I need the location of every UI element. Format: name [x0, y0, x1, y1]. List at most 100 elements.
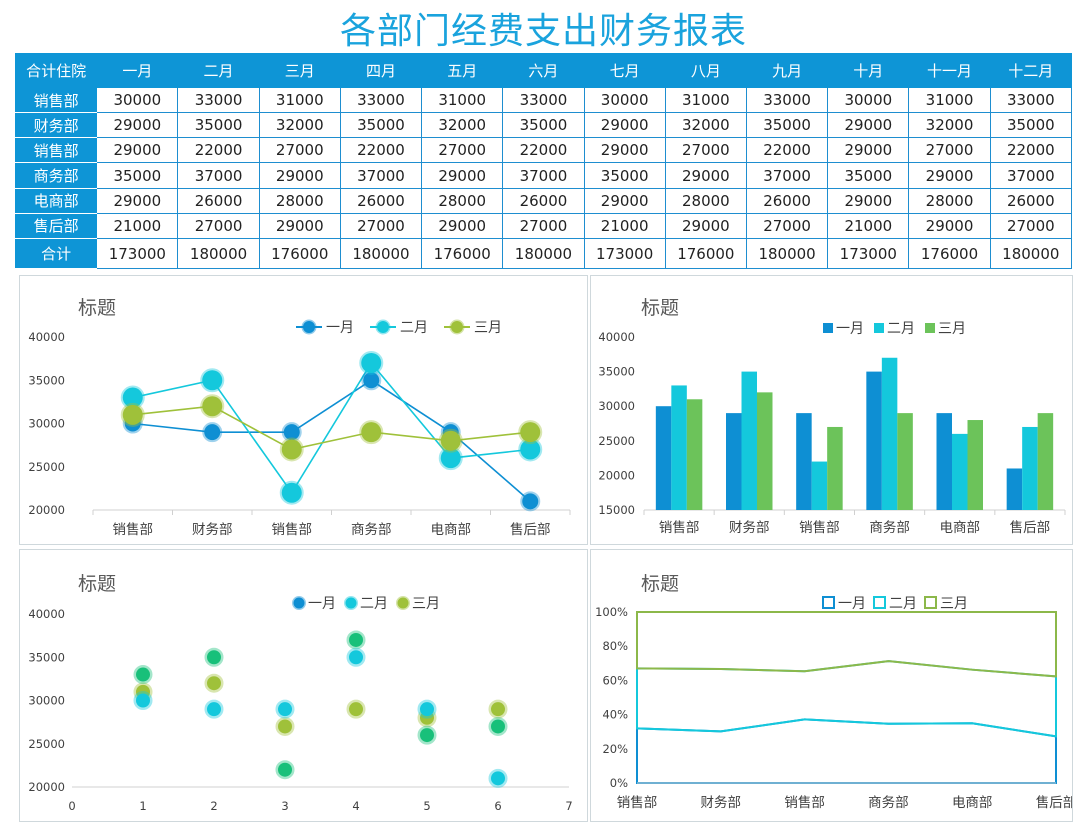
- month-header: 三月: [258, 53, 341, 88]
- x-tick-label: 6: [494, 799, 501, 813]
- month-header: 七月: [583, 53, 666, 88]
- legend-marker: [292, 596, 306, 610]
- x-category-label: 售后部: [510, 522, 551, 538]
- value-cell: 32000: [908, 112, 991, 139]
- x-tick-label: 5: [423, 799, 430, 813]
- expense-data-table: 合计住院 一月 二月 三月 四月 五月 六月 七月 八月 九月 十月 十一月 十二月 销售部 30000 3…: [14, 53, 1073, 269]
- value-cell: 27000: [745, 212, 829, 240]
- x-tick-label: 0: [68, 799, 75, 813]
- value-cell: 22000: [177, 137, 260, 164]
- y-tick-label: 30000: [598, 399, 635, 413]
- table-row: 电商部 29000 26000 28000 26000 28000 26000 29000 28…: [14, 187, 1073, 214]
- value-cell: 35000: [583, 162, 666, 189]
- series-line: [132, 405, 531, 451]
- value-cell: 33000: [339, 86, 423, 114]
- value-cell: 37000: [745, 162, 829, 189]
- bar: [1006, 468, 1023, 510]
- chart-title: 标题: [641, 573, 679, 595]
- value-cell: 35000: [745, 112, 829, 139]
- data-point: [488, 768, 508, 788]
- value-cell: 29000: [583, 187, 666, 214]
- data-point: [518, 420, 543, 445]
- value-cell: 33000: [177, 86, 260, 114]
- x-category-label: 销售部: [799, 520, 840, 536]
- legend-label: 二月: [889, 596, 917, 612]
- data-point: [346, 699, 366, 719]
- y-tick-label: 35000: [28, 373, 65, 387]
- dept-cell: 电商部: [14, 187, 98, 214]
- scatter-chart: 标题 20000 25000 30000 35000 40000 0 1 2 3 4 5 6 7 一月 二月 三…: [28, 573, 572, 813]
- bar: [967, 420, 983, 510]
- value-cell: 22000: [502, 137, 585, 164]
- value-cell: 22000: [745, 137, 829, 164]
- value-cell: 27000: [177, 212, 260, 240]
- bar: [866, 371, 882, 510]
- area-series: [636, 718, 1057, 784]
- bar: [1037, 413, 1054, 510]
- value-cell: 21000: [96, 212, 179, 240]
- dept-cell: 财务部: [14, 112, 98, 139]
- data-point: [346, 630, 366, 650]
- area-series: [636, 660, 1057, 738]
- value-cell: 37000: [989, 162, 1073, 189]
- legend-label: 一月: [836, 321, 864, 337]
- y-tick-label: 80%: [602, 639, 628, 653]
- legend-label: 三月: [474, 320, 502, 336]
- legend-label: 三月: [940, 596, 968, 612]
- legend-swatch: [822, 596, 835, 609]
- legend-swatch: [925, 323, 935, 333]
- legend-label: 二月: [400, 320, 428, 336]
- table-corner-cell: 合计住院: [14, 53, 98, 88]
- value-cell: 29000: [827, 137, 910, 164]
- legend-label: 一月: [308, 596, 336, 612]
- x-category-label: 电商部: [431, 522, 472, 538]
- total-cell: 176000: [664, 238, 747, 269]
- value-cell: 30000: [96, 86, 179, 114]
- x-category-label: 售后部: [1036, 795, 1072, 811]
- x-tick-label: 1: [139, 799, 146, 813]
- data-point: [359, 420, 384, 445]
- x-tick-label: 4: [352, 799, 359, 813]
- data-point: [200, 368, 225, 393]
- data-point: [133, 691, 153, 710]
- value-cell: 29000: [96, 112, 179, 139]
- value-cell: 28000: [421, 187, 504, 214]
- month-header: 六月: [502, 53, 585, 88]
- value-cell: 29000: [827, 112, 910, 139]
- value-cell: 37000: [177, 162, 260, 189]
- legend-label: 二月: [887, 321, 915, 337]
- y-tick-label: 25000: [28, 737, 65, 751]
- total-cell: 176000: [908, 238, 991, 269]
- y-tick-label: 30000: [28, 694, 65, 708]
- value-cell: 27000: [421, 137, 504, 164]
- table-header-row: 合计住院 一月 二月 三月 四月 五月 六月 七月 八月 九月 十月 十一月 十二月: [14, 53, 1073, 88]
- x-category-label: 电商部: [952, 795, 993, 811]
- table-row: 商务部 35000 37000 29000 37000 29000 37000 35000 29…: [14, 162, 1073, 189]
- legend-swatch: [874, 323, 884, 333]
- value-cell: 29000: [908, 162, 991, 189]
- y-tick-label: 35000: [28, 650, 65, 664]
- data-point: [275, 716, 295, 736]
- x-tick-label: 3: [281, 799, 288, 813]
- data-point: [417, 699, 437, 719]
- x-category-label: 销售部: [113, 522, 154, 538]
- value-cell: 35000: [339, 112, 423, 139]
- dept-cell: 售后部: [14, 212, 98, 240]
- value-cell: 30000: [827, 86, 910, 114]
- data-point: [346, 647, 366, 667]
- x-category-label: 商务部: [351, 522, 392, 538]
- value-cell: 27000: [502, 212, 585, 240]
- bar: [796, 413, 812, 510]
- line-chart: 标题 20000 25000 30000 35000 40000 销售部 财务部 销售部 商务部 电…: [28, 297, 571, 538]
- legend-marker: [301, 319, 317, 335]
- x-category-label: 财务部: [192, 522, 233, 538]
- data-point: [275, 760, 295, 780]
- x-category-label: 财务部: [701, 795, 742, 811]
- data-point: [438, 428, 463, 453]
- value-cell: 35000: [177, 112, 260, 139]
- value-cell: 29000: [96, 187, 179, 214]
- table-row: 售后部 21000 27000 29000 27000 29000 27000 21000 29…: [14, 212, 1073, 240]
- data-point: [359, 350, 384, 375]
- value-cell: 31000: [908, 86, 991, 114]
- month-header: 一月: [96, 53, 179, 88]
